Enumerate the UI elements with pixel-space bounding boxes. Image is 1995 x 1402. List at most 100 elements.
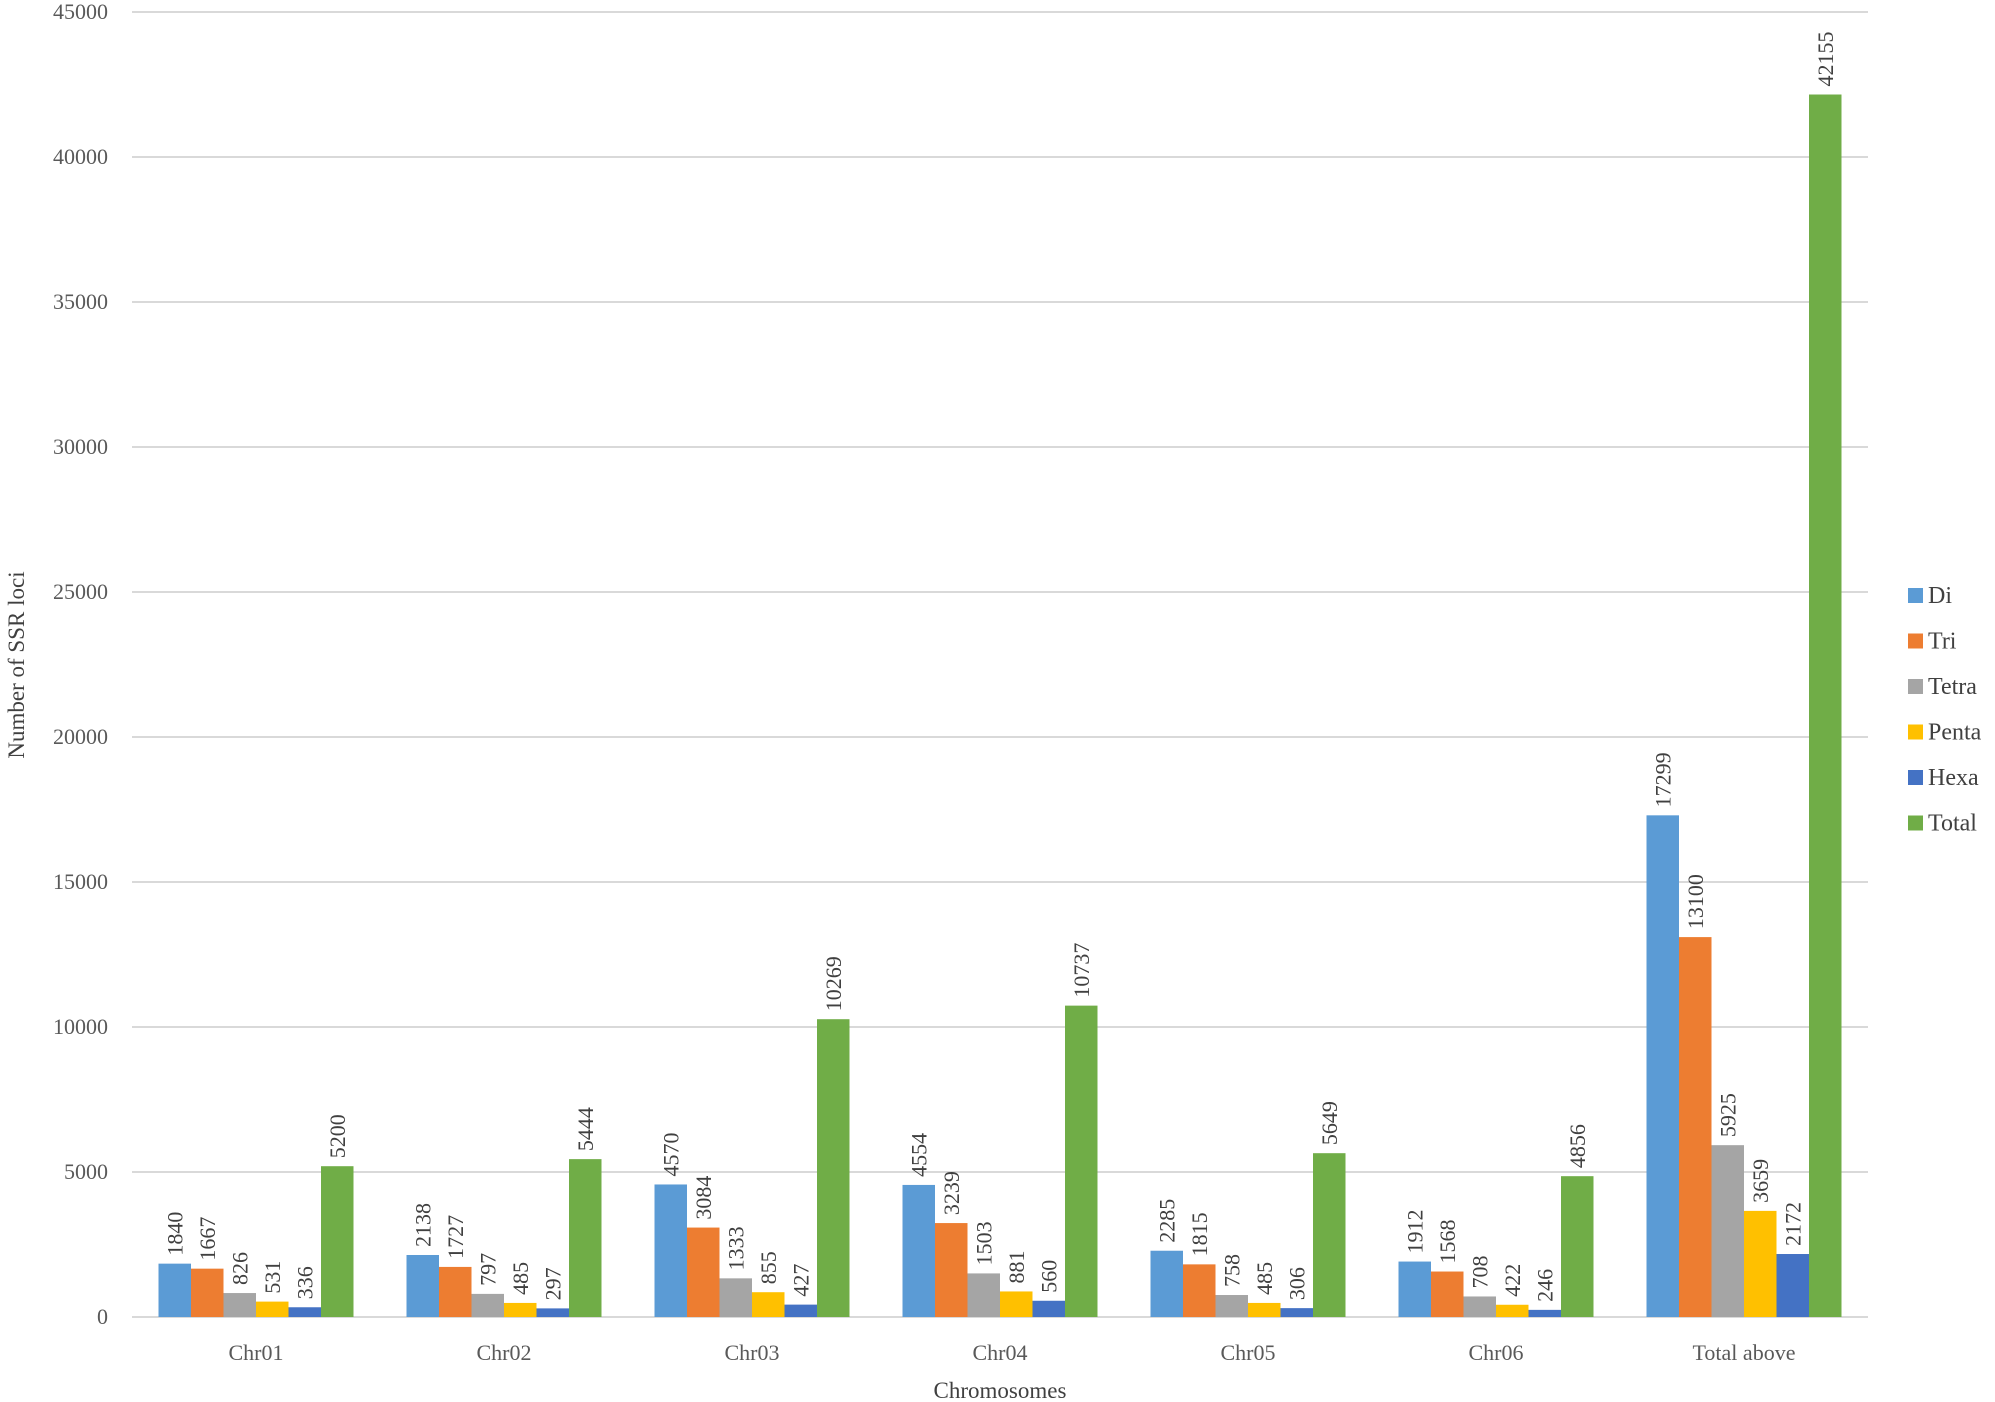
data-label: 855 bbox=[756, 1251, 781, 1284]
y-tick-label: 40000 bbox=[53, 144, 108, 169]
data-label: 17299 bbox=[1651, 752, 1676, 807]
legend-item-di: Di bbox=[1908, 583, 1952, 609]
bar-tetra bbox=[1215, 1295, 1248, 1317]
legend-label: Tetra bbox=[1928, 674, 1977, 700]
bar-di bbox=[1646, 815, 1679, 1317]
bar-group: 17299 13100 5925 3659 2172 42155 bbox=[1646, 32, 1842, 1317]
bar-hexa bbox=[1032, 1300, 1065, 1317]
data-label: 2285 bbox=[1155, 1199, 1180, 1243]
bar-tetra bbox=[1711, 1145, 1744, 1317]
bar-penta bbox=[1248, 1302, 1281, 1317]
legend-label: Total bbox=[1928, 811, 1977, 837]
bar-group: 2285 1815 758 485 306 5649 bbox=[1150, 1101, 1346, 1317]
data-label: 297 bbox=[541, 1267, 566, 1300]
x-tick-label: Chr01 bbox=[229, 1340, 284, 1365]
bar-hexa bbox=[536, 1308, 569, 1317]
x-tick-label: Total above bbox=[1693, 1340, 1796, 1365]
data-label: 1727 bbox=[443, 1215, 468, 1259]
legend-item-total: Total bbox=[1908, 811, 1977, 837]
bar-di bbox=[902, 1184, 935, 1317]
bar-group: 2138 1727 797 485 297 5444 bbox=[406, 1107, 602, 1317]
bar-di bbox=[406, 1254, 439, 1317]
data-label: 708 bbox=[1468, 1255, 1493, 1288]
data-label: 336 bbox=[293, 1266, 318, 1299]
bar-tri bbox=[1183, 1264, 1216, 1317]
bar-total bbox=[1561, 1176, 1594, 1317]
x-tick-label: Chr05 bbox=[1221, 1340, 1276, 1365]
data-label: 1568 bbox=[1435, 1220, 1460, 1264]
y-tick-label: 45000 bbox=[53, 0, 108, 24]
bar-tri bbox=[1679, 937, 1712, 1317]
data-label: 1503 bbox=[972, 1221, 997, 1265]
bar-total bbox=[321, 1166, 354, 1317]
data-label: 306 bbox=[1285, 1267, 1310, 1300]
bar-total bbox=[1313, 1153, 1346, 1317]
bar-di bbox=[158, 1263, 191, 1317]
bar-group: 4570 3084 1333 855 427 10269 bbox=[654, 956, 850, 1317]
bar-hexa bbox=[1528, 1309, 1561, 1317]
bar-tri bbox=[1431, 1271, 1464, 1317]
data-label: 4554 bbox=[907, 1133, 932, 1177]
data-label: 485 bbox=[508, 1262, 533, 1295]
data-label: 427 bbox=[789, 1264, 814, 1297]
data-label: 246 bbox=[1533, 1269, 1558, 1302]
bar-tri bbox=[191, 1268, 224, 1317]
legend-swatch bbox=[1908, 815, 1923, 831]
bar-tri bbox=[687, 1227, 720, 1317]
x-tick-label: Chr03 bbox=[725, 1340, 780, 1365]
data-label: 3659 bbox=[1748, 1159, 1773, 1203]
legend-swatch bbox=[1908, 724, 1923, 740]
data-label: 3239 bbox=[939, 1171, 964, 1215]
bar-penta bbox=[1744, 1210, 1777, 1317]
x-axis-title: Chromosomes bbox=[934, 1378, 1067, 1402]
data-label: 1667 bbox=[195, 1217, 220, 1261]
legend-label: Penta bbox=[1928, 720, 1982, 746]
bar-di bbox=[1398, 1261, 1431, 1317]
bar-group: 4554 3239 1503 881 560 10737 bbox=[902, 943, 1098, 1317]
y-tick-label: 30000 bbox=[53, 434, 108, 459]
bar-di bbox=[654, 1184, 687, 1317]
data-label: 797 bbox=[476, 1253, 501, 1286]
legend-swatch bbox=[1908, 770, 1923, 785]
bar-group: 1840 1667 826 531 336 5200 bbox=[158, 1114, 354, 1317]
bar-tetra bbox=[967, 1273, 1000, 1317]
x-tick-label: Chr06 bbox=[1469, 1340, 1524, 1365]
bar-penta bbox=[504, 1302, 537, 1317]
data-label: 13100 bbox=[1683, 874, 1708, 929]
data-label: 2172 bbox=[1781, 1202, 1806, 1246]
bar-hexa bbox=[1776, 1254, 1809, 1317]
bar-total bbox=[569, 1159, 602, 1317]
data-label: 531 bbox=[260, 1261, 285, 1294]
y-tick-label: 20000 bbox=[53, 724, 108, 749]
legend-swatch bbox=[1908, 588, 1923, 603]
x-tick-label: Chr04 bbox=[973, 1340, 1028, 1365]
bar-tetra bbox=[1463, 1296, 1496, 1317]
bar-tri bbox=[935, 1223, 968, 1317]
y-axis-title: Number of SSR loci bbox=[4, 571, 29, 758]
bar-groups: 1840 1667 826 531 336 5200 2138 1727 797 485 297 54… bbox=[158, 32, 1842, 1317]
data-label: 826 bbox=[228, 1252, 253, 1285]
gridlines bbox=[132, 11, 1868, 1318]
legend-item-tri: Tri bbox=[1908, 629, 1957, 655]
data-label: 10269 bbox=[821, 956, 846, 1011]
data-label: 422 bbox=[1500, 1264, 1525, 1297]
y-tick-label: 0 bbox=[97, 1304, 108, 1329]
data-label: 1840 bbox=[163, 1212, 188, 1256]
y-tick-label: 35000 bbox=[53, 289, 108, 314]
data-label: 4570 bbox=[659, 1132, 684, 1176]
y-tick-label: 25000 bbox=[53, 579, 108, 604]
bar-penta bbox=[1496, 1304, 1529, 1317]
data-label: 3084 bbox=[691, 1176, 716, 1220]
y-tick-label: 15000 bbox=[53, 869, 108, 894]
data-label: 5200 bbox=[325, 1114, 350, 1158]
data-label: 1333 bbox=[724, 1226, 749, 1270]
data-label: 560 bbox=[1037, 1260, 1062, 1293]
y-tick-label: 10000 bbox=[53, 1014, 108, 1039]
bar-hexa bbox=[288, 1307, 321, 1317]
data-label: 4856 bbox=[1565, 1124, 1590, 1168]
data-label: 1912 bbox=[1403, 1210, 1428, 1254]
data-label: 10737 bbox=[1069, 943, 1094, 998]
legend-item-penta: Penta bbox=[1908, 720, 1982, 746]
legend-label: Hexa bbox=[1928, 765, 1979, 791]
